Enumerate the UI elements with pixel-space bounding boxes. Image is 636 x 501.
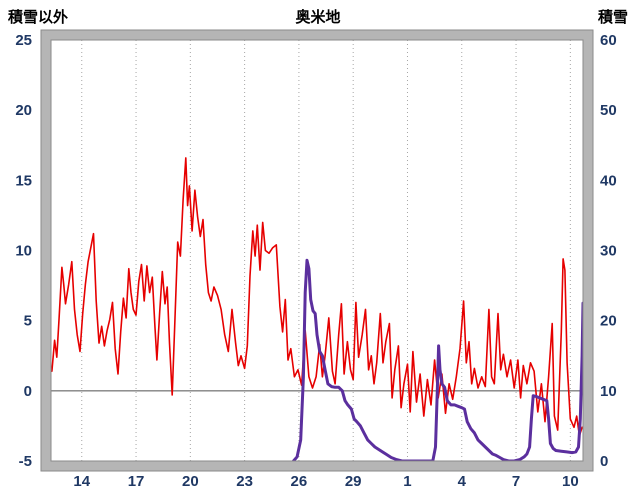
x-axis-tick-label: 4 bbox=[458, 473, 467, 490]
y-axis-left-tick-label: 15 bbox=[15, 172, 32, 189]
x-axis-tick-label: 10 bbox=[562, 473, 579, 490]
series-line-right bbox=[292, 258, 585, 463]
left-axis-title: 積雪以外 bbox=[8, 9, 69, 26]
plot-background bbox=[51, 40, 583, 461]
y-axis-left-tick-label: -5 bbox=[19, 453, 32, 470]
chart-frame-band bbox=[41, 30, 593, 471]
right-axis-title: 積雪 bbox=[597, 9, 628, 26]
chart-title: 奥米地 bbox=[295, 9, 341, 26]
x-axis-tick-label: 26 bbox=[291, 473, 308, 490]
x-axis-tick-label: 1 bbox=[403, 473, 411, 490]
y-axis-right-tick-label: 60 bbox=[600, 32, 617, 49]
y-axis-left-tick-label: 20 bbox=[15, 102, 32, 119]
y-axis-left-tick-label: 25 bbox=[15, 32, 32, 49]
x-axis-tick-label: 7 bbox=[512, 473, 520, 490]
x-axis-tick-label: 17 bbox=[128, 473, 145, 490]
y-axis-right-tick-label: 40 bbox=[600, 172, 617, 189]
x-axis-tick-label: 20 bbox=[182, 473, 199, 490]
series-line-left bbox=[51, 157, 583, 437]
x-axis-tick-label: 14 bbox=[73, 473, 90, 490]
plot-border bbox=[50, 39, 584, 462]
y-axis-right-tick-label: 50 bbox=[600, 102, 617, 119]
y-axis-right-tick-label: 10 bbox=[600, 383, 617, 400]
y-axis-left-tick-label: 0 bbox=[24, 383, 32, 400]
y-axis-left-tick-label: 5 bbox=[24, 313, 32, 330]
y-axis-right-tick-label: 30 bbox=[600, 243, 617, 260]
x-axis-tick-label: 29 bbox=[345, 473, 362, 490]
y-axis-left-tick-label: 10 bbox=[15, 243, 32, 260]
y-axis-right-tick-label: 0 bbox=[600, 453, 608, 470]
x-axis-tick-label: 23 bbox=[236, 473, 253, 490]
y-axis-right-tick-label: 20 bbox=[600, 313, 617, 330]
chart-frame-outer-edge bbox=[40, 29, 594, 472]
